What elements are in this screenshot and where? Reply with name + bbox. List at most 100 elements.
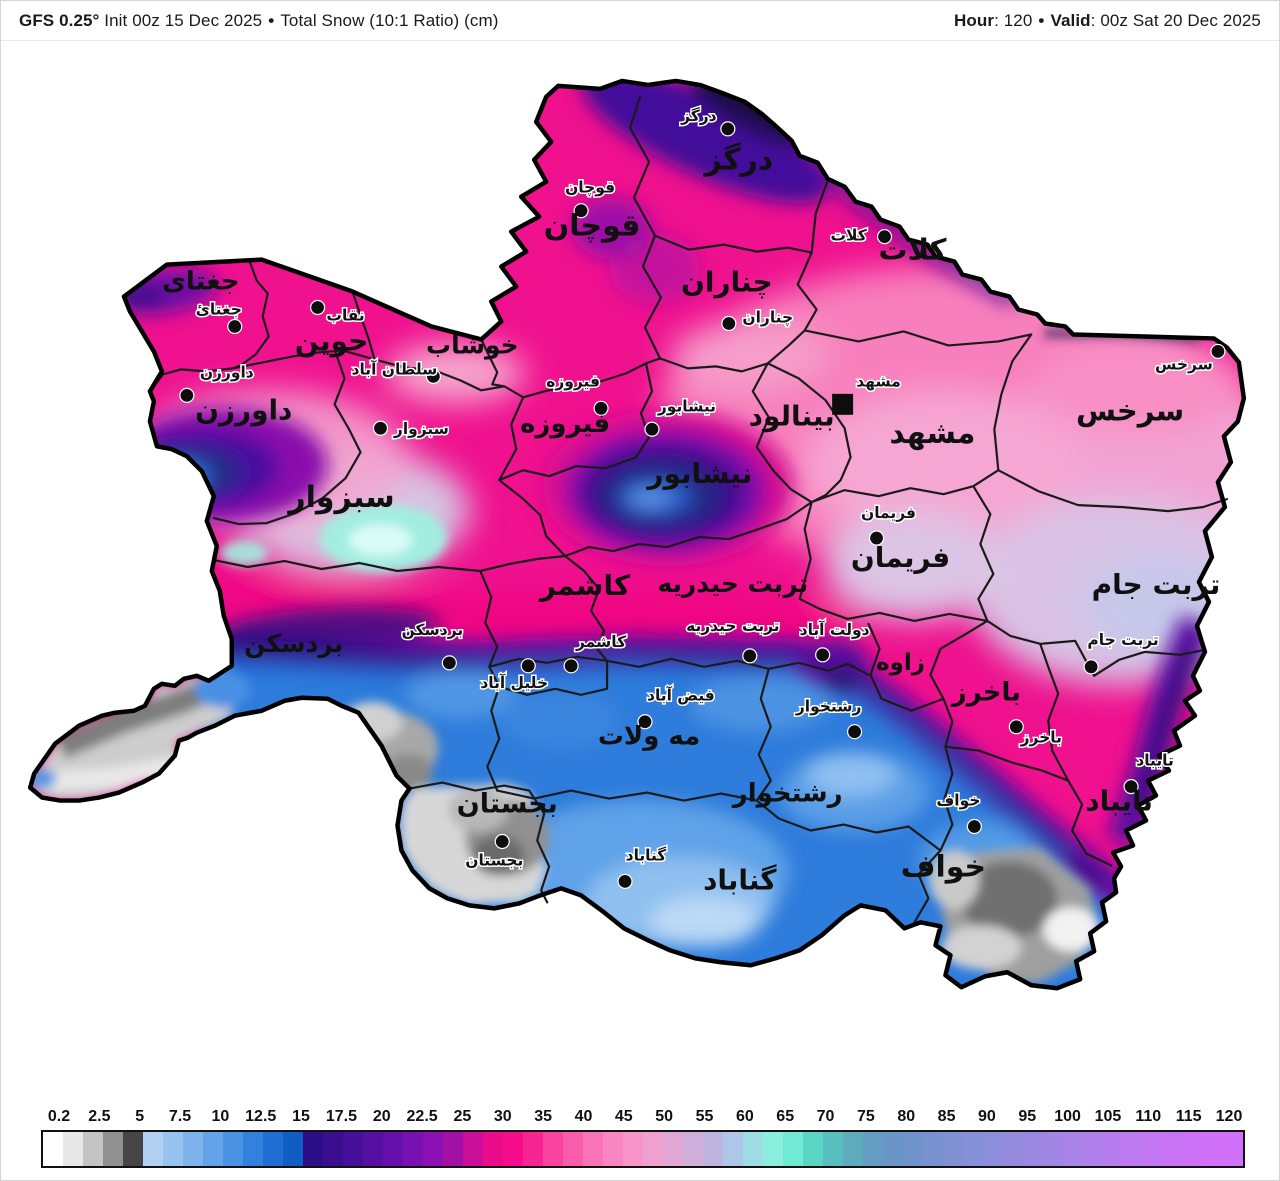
colorbar-tick: 80: [897, 1108, 916, 1125]
city-dot: [310, 299, 326, 316]
city-label: داورزن: [200, 363, 254, 381]
city-dot: [372, 420, 389, 436]
colorbar-tick: 105: [1094, 1108, 1122, 1125]
colorbar-segment: [1103, 1132, 1123, 1166]
city-dot: [441, 655, 457, 671]
colorbar-segment: [183, 1132, 203, 1166]
capital-square-marker: [832, 393, 854, 415]
city-dot: [179, 387, 195, 403]
region-label: جوین: [295, 324, 368, 357]
colorbar-tick: 65: [776, 1108, 795, 1125]
bullet-separator: •: [268, 10, 275, 30]
region-label: تایباد: [1085, 785, 1153, 818]
city-label: نقاب: [326, 306, 364, 324]
region-label: جغتای: [162, 267, 239, 297]
region-label: رشتخوار: [731, 779, 843, 809]
city-dot: [637, 714, 653, 730]
colorbar-segment: [1183, 1132, 1203, 1166]
colorbar-segment: [903, 1132, 923, 1166]
colorbar-tick: 35: [534, 1108, 553, 1125]
colorbar-segment: [343, 1132, 363, 1166]
colorbar-segment: [643, 1132, 663, 1166]
city-label: سبزوار: [393, 420, 449, 438]
city-dot: [966, 818, 982, 835]
city-dot: [815, 647, 831, 663]
region-label: سرخس: [1076, 393, 1184, 427]
city-label: بجستان: [465, 851, 523, 869]
city-dot: [868, 530, 885, 546]
city-label: رشتخوار: [795, 698, 862, 716]
colorbar-tick: 110: [1135, 1108, 1162, 1125]
colorbar-tick: 115: [1175, 1108, 1202, 1125]
colorbar-segment: [163, 1132, 183, 1166]
colorbar-bar: [41, 1130, 1245, 1168]
city-dot: [742, 648, 758, 664]
city-dot: [1123, 779, 1139, 795]
colorbar-segment: [663, 1132, 683, 1166]
colorbar-segment: [963, 1132, 983, 1166]
product-name: Total Snow (10:1 Ratio) (cm): [280, 10, 499, 30]
colorbar-segment: [63, 1132, 83, 1166]
colorbar-segment: [1123, 1132, 1143, 1166]
colorbar-tick: 100: [1054, 1108, 1081, 1125]
city-label: سرخس: [1155, 355, 1213, 373]
valid-value: 00z Sat 20 Dec 2025: [1100, 10, 1261, 30]
city-label: باخرز: [1020, 729, 1062, 747]
region-label: بجستان: [457, 789, 558, 820]
region-label: خواف: [901, 849, 986, 884]
district-borders: [149, 95, 1228, 924]
region-label: بردسکن: [244, 629, 343, 659]
city-dot: [494, 833, 510, 850]
colorbar-segment: [323, 1132, 343, 1166]
region-label: خوشاب: [426, 330, 519, 360]
hour-label: Hour: [954, 10, 995, 30]
colorbar-segment: [803, 1132, 823, 1166]
colorbar-segment: [363, 1132, 383, 1166]
city-label: تربت حیدریه: [686, 617, 780, 635]
city-dot: [425, 368, 441, 384]
colorbar-segment: [1003, 1132, 1023, 1166]
colorbar-segment: [863, 1132, 883, 1166]
colorbar-tick: 45: [614, 1108, 633, 1125]
colorbar-segment: [83, 1132, 103, 1166]
city-label: تربت جام: [1087, 631, 1158, 649]
city-label: دولت آباد: [800, 620, 870, 639]
colorbar-tick: 25: [453, 1108, 472, 1125]
region-label: سبزوار: [286, 480, 394, 515]
colorbar-segment: [463, 1132, 483, 1166]
city-label: قوچان: [565, 179, 615, 198]
city-label: فیروزه: [546, 372, 600, 390]
colorbar-tick: 75: [856, 1108, 875, 1125]
colorbar-segment: [123, 1132, 143, 1166]
colorbar-segment: [263, 1132, 283, 1166]
colorbar-segment: [923, 1132, 943, 1166]
city-dot: [720, 121, 736, 137]
city-label: نیشابور: [657, 397, 716, 415]
colorbar-segment: [43, 1132, 63, 1166]
colorbar-segment: [583, 1132, 603, 1166]
colorbar-tick: 22.5: [406, 1108, 438, 1125]
colorbar-tick: 70: [816, 1108, 835, 1125]
region-label: درگز: [702, 142, 773, 178]
colorbar-segment: [1223, 1132, 1243, 1166]
city-label: کلات: [830, 227, 866, 245]
city-dot: [1083, 659, 1099, 675]
colorbar-tick: 12.5: [245, 1108, 277, 1125]
city-label: کاشمر: [575, 633, 626, 651]
colorbar-segment: [523, 1132, 543, 1166]
colorbar-tick: 17.5: [325, 1108, 357, 1125]
region-label: کاشمر: [538, 569, 631, 602]
city-dot: [227, 318, 243, 335]
colorbar: 0.2 2.5 5 7.5 10 12.5 15 17.5 20 22.5 25 30 35 40 45 50…: [1, 1100, 1279, 1180]
title-left: GFS 0.25° Init 00z 15 Dec 2025 • Total Sno…: [19, 11, 499, 31]
city-dot: [847, 724, 863, 740]
colorbar-segment: [1063, 1132, 1083, 1166]
init-time: Init 00z 15 Dec 2025: [104, 10, 263, 30]
region-label: گناباد: [703, 863, 777, 896]
title-right: Hour: 120 • Valid: 00z Sat 20 Dec 2025: [954, 11, 1261, 31]
region-label: مه ولات: [598, 722, 700, 752]
hour-value: 120: [1003, 10, 1033, 30]
colorbar-segment: [703, 1132, 723, 1166]
colorbar-segment: [1083, 1132, 1103, 1166]
colorbar-tick: 50: [655, 1108, 674, 1125]
